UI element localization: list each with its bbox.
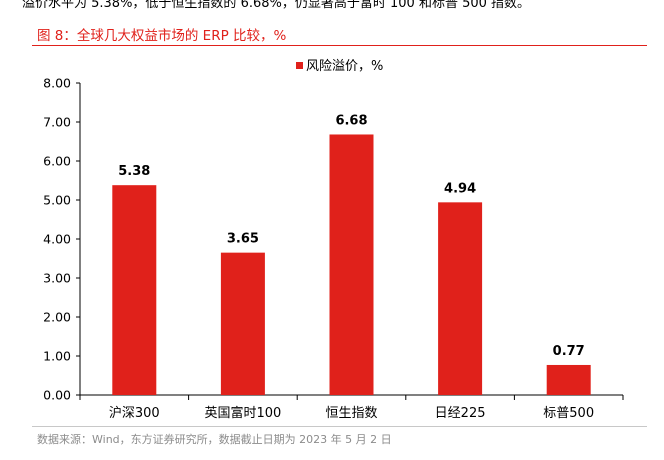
data-label: 0.77 bbox=[553, 344, 585, 359]
x-tick-label: 日经225 bbox=[435, 406, 486, 421]
x-tick-label: 恒生指数 bbox=[325, 406, 377, 421]
y-tick-label: 1.00 bbox=[43, 349, 71, 364]
source-note: 数据来源：Wind，东方证券研究所，数据截止日期为 2023 年 5 月 2 日 bbox=[37, 433, 392, 446]
bar bbox=[438, 202, 483, 395]
bar bbox=[329, 134, 374, 396]
data-label: 5.38 bbox=[118, 164, 150, 179]
data-label: 3.65 bbox=[227, 232, 259, 247]
y-tick-label: 4.00 bbox=[43, 232, 71, 247]
title-divider bbox=[32, 45, 647, 46]
bar-chart: 0.00 1.00 2.00 3.00 4.00 5.00 6.00 7.00 8.00 5.38… bbox=[43, 59, 624, 421]
y-tick-label: 2.00 bbox=[43, 310, 71, 325]
bar bbox=[220, 252, 265, 395]
y-tick-label: 3.00 bbox=[43, 271, 71, 286]
intro-text: 溢价水平为 5.38%，低于恒生指数的 6.68%，仍显著高于富时 100 和标… bbox=[22, 0, 531, 11]
y-tick-label: 0.00 bbox=[43, 388, 71, 403]
bar bbox=[112, 185, 157, 395]
x-tick-label: 标普500 bbox=[543, 406, 594, 421]
y-tick-label: 7.00 bbox=[43, 115, 71, 130]
x-tick-label: 沪深300 bbox=[109, 405, 160, 421]
legend-swatch bbox=[296, 62, 303, 69]
x-tick-label: 英国富时100 bbox=[204, 405, 281, 421]
footer-divider bbox=[32, 426, 647, 427]
data-label: 4.94 bbox=[444, 181, 476, 196]
figure-title: 图 8：全球几大权益市场的 ERP 比较，% bbox=[37, 28, 287, 44]
y-tick-label: 5.00 bbox=[43, 193, 71, 208]
y-tick-label: 8.00 bbox=[43, 76, 71, 91]
bar bbox=[546, 364, 591, 395]
y-tick-label: 6.00 bbox=[43, 154, 71, 169]
data-label: 6.68 bbox=[335, 113, 367, 128]
legend-label: 风险溢价，% bbox=[306, 59, 383, 74]
